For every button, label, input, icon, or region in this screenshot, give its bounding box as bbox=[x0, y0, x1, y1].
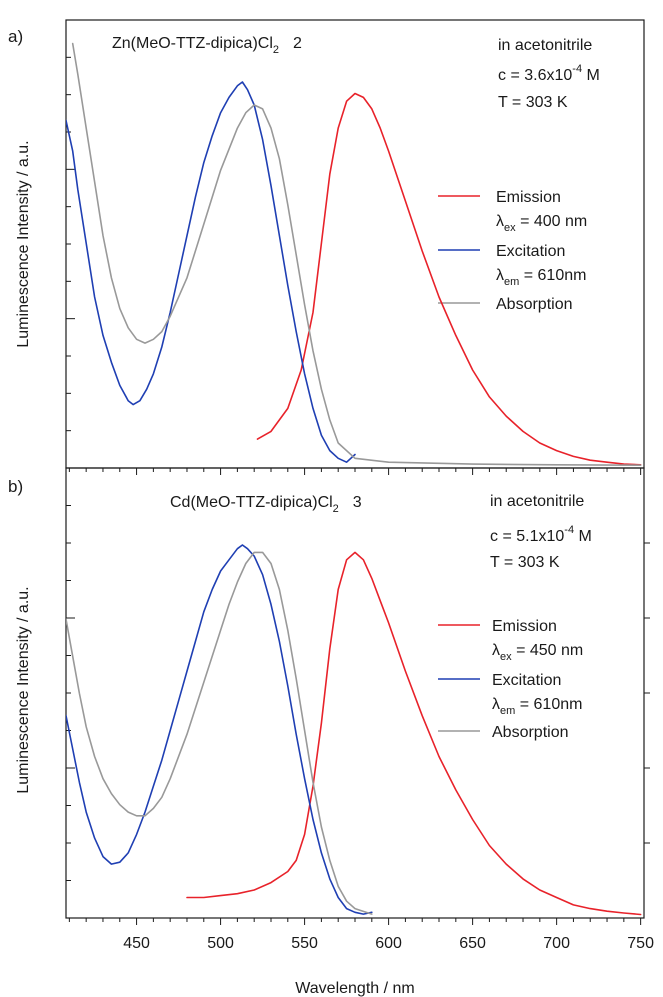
legend-a-lambda-em-sub: em bbox=[504, 276, 519, 288]
panel-a-concentration-base: c = 3.6x10 bbox=[498, 67, 572, 84]
panel-b: b) Cd(MeO-TTZ-dipica)Cl2 3 in acetonitril… bbox=[8, 467, 654, 997]
panel-a-series bbox=[66, 42, 642, 466]
series-absorption-line bbox=[71, 42, 642, 466]
legend-b-excitation-label: Excitation bbox=[492, 672, 561, 689]
legend-a-excitation-label: Excitation bbox=[496, 243, 565, 260]
series-emission-line bbox=[256, 92, 642, 466]
panel-b-concentration-exponent: -4 bbox=[564, 524, 574, 536]
panel-b-concentration-base: c = 5.1x10 bbox=[490, 528, 564, 545]
panel-a-title-main: Zn(MeO-TTZ-dipica)Cl bbox=[112, 35, 273, 52]
panel-b-ticks bbox=[66, 505, 650, 925]
legend-a-lambda-sub: ex bbox=[504, 222, 516, 234]
legend-b-emission-label: Emission bbox=[492, 618, 557, 635]
legend-a-absorption-label: Absorption bbox=[496, 296, 573, 313]
panel-a-y-axis-label: Luminescence Intensity / a.u. bbox=[15, 140, 32, 347]
panel-b-label: b) bbox=[8, 477, 23, 496]
panel-a-concentration-unit: M bbox=[582, 67, 600, 84]
x-tick-label: 650 bbox=[459, 935, 486, 952]
panel-b-title: Cd(MeO-TTZ-dipica)Cl2 3 bbox=[170, 494, 362, 515]
panel-a-concentration-exponent: -4 bbox=[572, 63, 582, 75]
x-tick-labels: 450 500 550 600 650 700 750 bbox=[123, 935, 654, 952]
legend-a-lambda: λ bbox=[496, 213, 504, 230]
legend-a-lambda-em: λ bbox=[496, 267, 504, 284]
panel-a-title: Zn(MeO-TTZ-dipica)Cl2 2 bbox=[112, 35, 302, 56]
panel-a-title-subscript: 2 bbox=[273, 44, 279, 56]
panel-b-concentration: c = 5.1x10-4 M bbox=[490, 524, 592, 545]
panel-b-legend: Emission λex = 450 nm Excitation λem = 6… bbox=[438, 618, 583, 741]
x-tick-label: 550 bbox=[291, 935, 318, 952]
x-tick-label: 600 bbox=[375, 935, 402, 952]
legend-b-lambda-em-sub: em bbox=[500, 705, 515, 717]
panel-b-temperature: T = 303 K bbox=[490, 554, 560, 571]
legend-a-emission-wavelength: λem = 610nm bbox=[496, 267, 586, 288]
legend-a-lambda-value: = 400 nm bbox=[516, 213, 588, 230]
legend-b-lambda-em-value: = 610nm bbox=[515, 696, 582, 713]
x-axis-label: Wavelength / nm bbox=[295, 980, 414, 997]
panel-b-series bbox=[66, 544, 642, 916]
x-tick-label: 450 bbox=[123, 935, 150, 952]
series-excitation-line bbox=[66, 81, 356, 463]
x-tick-label: 500 bbox=[207, 935, 234, 952]
series-excitation-line bbox=[66, 544, 373, 915]
panel-a-temperature: T = 303 K bbox=[498, 94, 568, 111]
panel-b-y-axis-label: Luminescence Intensity / a.u. bbox=[15, 586, 32, 793]
legend-a-excitation-wavelength: λex = 400 nm bbox=[496, 213, 587, 234]
panel-b-concentration-unit: M bbox=[574, 528, 592, 545]
legend-b-lambda: λ bbox=[492, 642, 500, 659]
panel-a-legend: Emission λex = 400 nm Excitation λem = 6… bbox=[438, 189, 587, 313]
panel-b-compound-number: 3 bbox=[353, 494, 362, 511]
legend-b-emission-wavelength: λem = 610nm bbox=[492, 696, 582, 717]
x-tick-label: 750 bbox=[627, 935, 654, 952]
panel-b-title-main: Cd(MeO-TTZ-dipica)Cl bbox=[170, 494, 333, 511]
series-absorption-line bbox=[66, 551, 373, 915]
series-emission-line bbox=[186, 551, 642, 916]
panel-a-solvent: in acetonitrile bbox=[498, 37, 592, 54]
legend-b-excitation-wavelength: λex = 450 nm bbox=[492, 642, 583, 663]
panel-a: a) Zn(MeO-TTZ-dipica)Cl2 2 in acetonitril… bbox=[8, 19, 645, 475]
panel-b-solvent: in acetonitrile bbox=[490, 493, 584, 510]
legend-b-absorption-label: Absorption bbox=[492, 724, 569, 741]
legend-b-lambda-em: λ bbox=[492, 696, 500, 713]
legend-a-emission-label: Emission bbox=[496, 189, 561, 206]
legend-b-lambda-value: = 450 nm bbox=[512, 642, 584, 659]
panel-b-title-subscript: 2 bbox=[333, 503, 339, 515]
x-tick-label: 700 bbox=[543, 935, 570, 952]
legend-a-lambda-em-value: = 610nm bbox=[519, 267, 586, 284]
panel-a-concentration: c = 3.6x10-4 M bbox=[498, 63, 600, 84]
panel-a-compound-number: 2 bbox=[293, 35, 302, 52]
panel-a-ticks bbox=[66, 56, 642, 475]
legend-b-lambda-sub: ex bbox=[500, 651, 512, 663]
panel-a-label: a) bbox=[8, 27, 23, 46]
